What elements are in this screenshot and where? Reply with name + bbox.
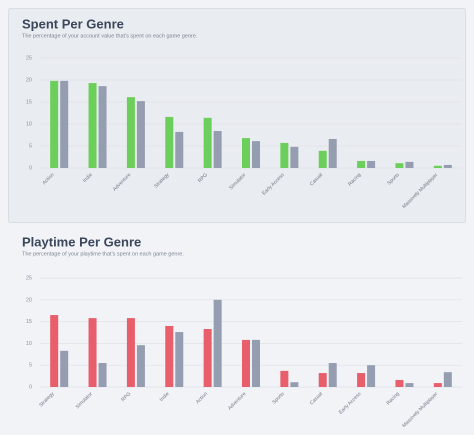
bar: [318, 150, 327, 168]
bar: [433, 165, 442, 168]
bar: [213, 299, 222, 387]
bar: [165, 325, 174, 387]
bar: [357, 160, 366, 168]
bar: [60, 80, 69, 168]
bar: [242, 339, 250, 387]
bar: [328, 138, 337, 168]
x-tick-label: RPG: [120, 391, 132, 403]
bar: [290, 382, 299, 387]
bar: [136, 101, 145, 168]
y-tick-label: 15: [26, 99, 32, 105]
y-tick-label: 15: [26, 319, 32, 325]
bar: [280, 370, 289, 387]
y-tick-label: 20: [26, 297, 32, 303]
bar: [98, 86, 107, 168]
chart-subtitle: The percentage of your playtime that's s…: [22, 251, 184, 257]
bar: [443, 372, 452, 387]
x-tick-label: RPG: [197, 172, 209, 184]
bar: [405, 383, 414, 387]
bar: [165, 116, 174, 168]
bar: [175, 332, 184, 387]
bar: [405, 161, 414, 168]
y-tick-label: 10: [26, 341, 32, 347]
bar: [318, 373, 327, 387]
bar: [60, 350, 69, 387]
bar: [136, 345, 145, 387]
bar: [395, 163, 404, 168]
bar: [175, 131, 184, 168]
bar: [88, 83, 97, 168]
chart-subtitle: The percentage of your account value tha…: [22, 33, 198, 39]
chart-title: Playtime Per Genre: [22, 234, 141, 249]
bar: [50, 315, 59, 387]
bar: [433, 383, 442, 387]
bar: [367, 160, 376, 168]
y-tick-label: 25: [26, 55, 32, 61]
bar: [395, 380, 404, 387]
y-tick-label: 0: [29, 165, 32, 171]
bar: [126, 318, 135, 387]
bar: [88, 318, 97, 387]
y-tick-label: 25: [26, 275, 32, 281]
bar: [367, 365, 376, 387]
bar: [98, 363, 107, 387]
bar: [242, 138, 250, 168]
bar: [280, 142, 289, 168]
y-tick-label: 5: [29, 143, 32, 149]
y-tick-label: 10: [26, 121, 32, 127]
chart-title: Spent Per Genre: [22, 16, 124, 31]
bar: [213, 131, 222, 168]
y-tick-label: 5: [29, 363, 32, 369]
bar: [126, 97, 135, 168]
y-tick-label: 0: [29, 384, 32, 390]
bar: [357, 373, 366, 387]
bar: [252, 339, 260, 387]
bar: [203, 329, 212, 387]
y-tick-label: 20: [26, 77, 32, 83]
bar: [328, 363, 337, 387]
bar: [290, 146, 299, 168]
bar: [443, 164, 452, 168]
bar: [50, 80, 59, 168]
bar: [252, 141, 260, 168]
card: [8, 8, 466, 223]
bar: [203, 117, 212, 168]
